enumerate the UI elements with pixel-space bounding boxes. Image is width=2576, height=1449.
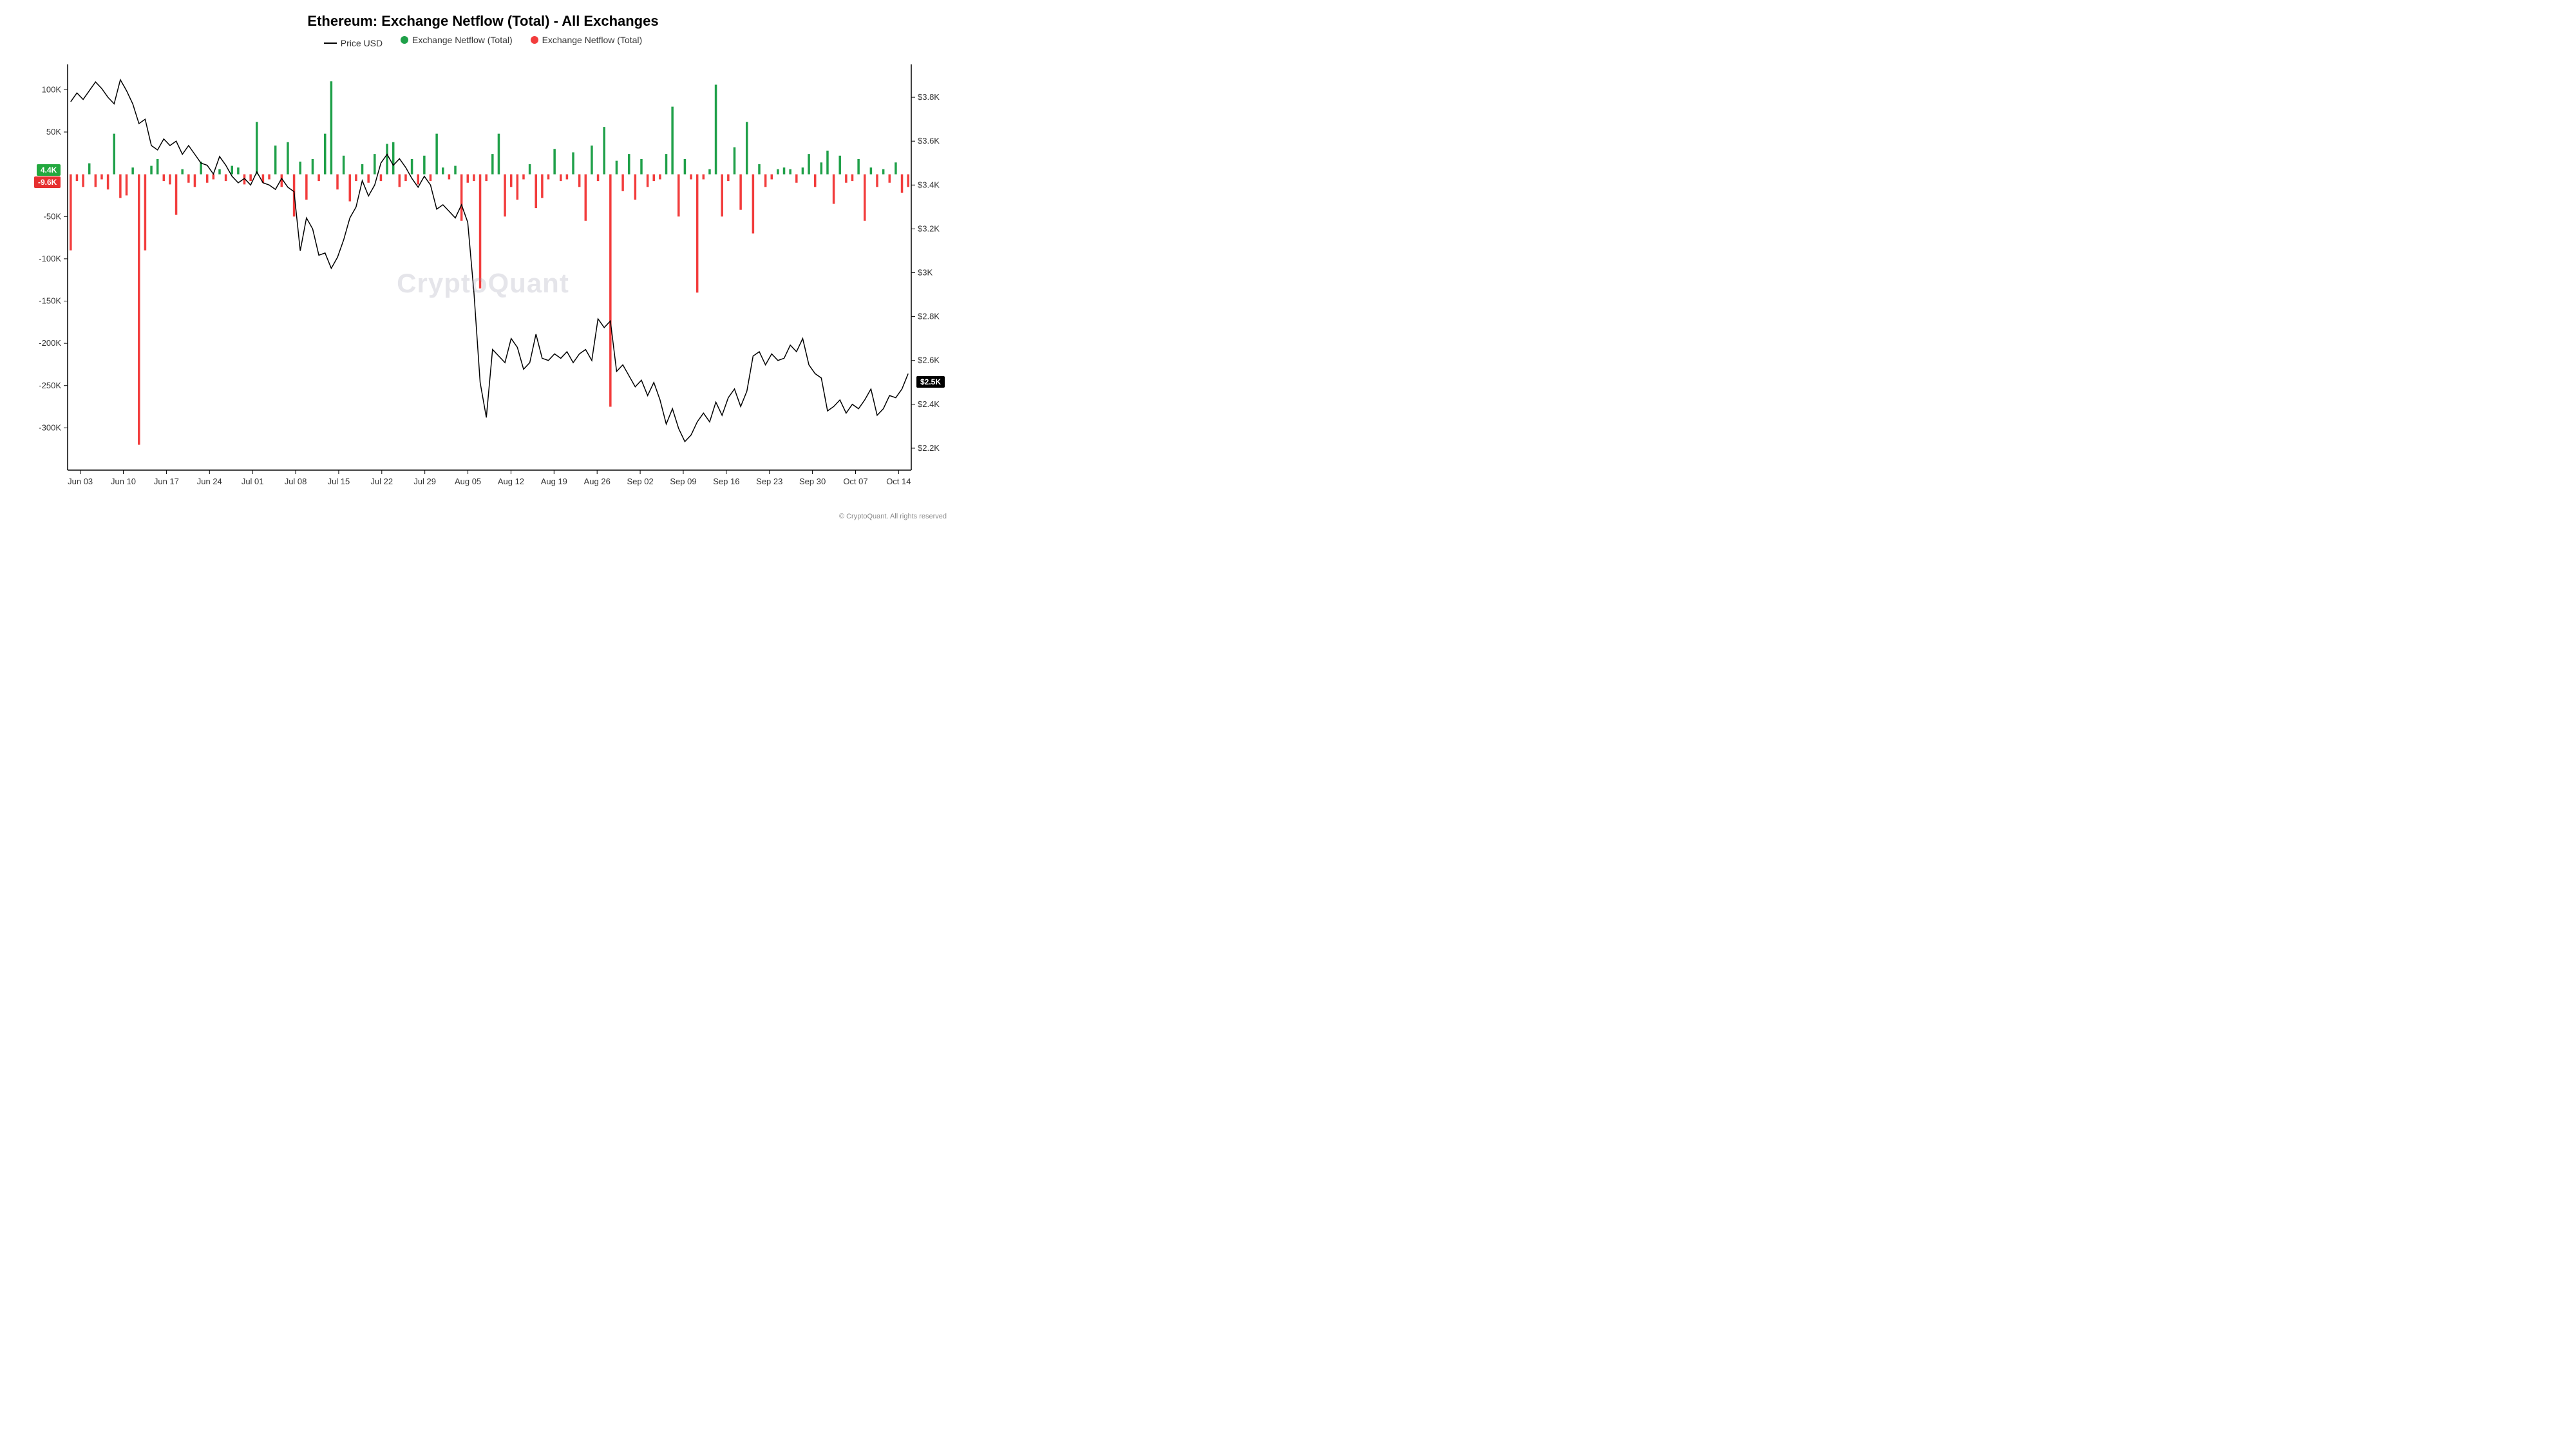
plot-area: -300K -250K -200K -150K -100K -50K 50K 100K $2.2… [6, 58, 960, 509]
chart-legend: Price USD Exchange Netflow (Total) Excha… [6, 35, 960, 48]
legend-price: Price USD [324, 38, 383, 48]
badge-positive: 4.4K [37, 164, 61, 176]
svg-text:50K: 50K [46, 127, 61, 137]
svg-text:Jul 08: Jul 08 [285, 477, 307, 486]
svg-text:Oct 07: Oct 07 [843, 477, 867, 486]
svg-text:Sep 30: Sep 30 [799, 477, 826, 486]
svg-text:Jun 03: Jun 03 [68, 477, 93, 486]
svg-text:Aug 12: Aug 12 [498, 477, 524, 486]
svg-text:Sep 02: Sep 02 [627, 477, 653, 486]
svg-text:$2.8K: $2.8K [918, 312, 940, 321]
svg-text:$3.6K: $3.6K [918, 136, 940, 146]
badge-negative: -9.6K [34, 176, 61, 188]
svg-text:-250K: -250K [39, 381, 61, 390]
copyright: © CryptoQuant. All rights reserved [6, 513, 960, 520]
svg-text:-300K: -300K [39, 422, 61, 432]
svg-text:Sep 16: Sep 16 [713, 477, 739, 486]
svg-text:$2.6K: $2.6K [918, 355, 940, 365]
legend-positive: Exchange Netflow (Total) [401, 35, 513, 45]
chart-title: Ethereum: Exchange Netflow (Total) - All… [6, 13, 960, 30]
svg-text:$2.2K: $2.2K [918, 443, 940, 453]
svg-text:$3.8K: $3.8K [918, 92, 940, 102]
svg-text:Jul 15: Jul 15 [328, 477, 350, 486]
svg-text:Jun 10: Jun 10 [111, 477, 136, 486]
svg-text:Jun 24: Jun 24 [197, 477, 222, 486]
legend-price-line [324, 43, 337, 44]
svg-text:-200K: -200K [39, 338, 61, 348]
svg-text:Jul 01: Jul 01 [242, 477, 264, 486]
svg-text:100K: 100K [42, 84, 62, 94]
svg-text:$3.4K: $3.4K [918, 180, 940, 189]
svg-text:Jul 29: Jul 29 [413, 477, 436, 486]
legend-positive-dot [401, 36, 408, 44]
legend-negative-dot [531, 36, 538, 44]
svg-text:$3.2K: $3.2K [918, 223, 940, 233]
svg-text:$3K: $3K [918, 268, 933, 278]
svg-text:-100K: -100K [39, 254, 61, 263]
svg-text:$2.4K: $2.4K [918, 399, 940, 409]
svg-text:-50K: -50K [44, 211, 62, 221]
svg-text:Aug 19: Aug 19 [541, 477, 567, 486]
svg-text:Sep 23: Sep 23 [756, 477, 782, 486]
svg-text:Oct 14: Oct 14 [886, 477, 911, 486]
svg-text:Aug 26: Aug 26 [584, 477, 611, 486]
badge-price: $2.5K [916, 376, 945, 388]
svg-text:Jun 17: Jun 17 [154, 477, 179, 486]
legend-negative: Exchange Netflow (Total) [531, 35, 643, 45]
legend-negative-label: Exchange Netflow (Total) [542, 35, 643, 45]
chart-container: Ethereum: Exchange Netflow (Total) - All… [0, 0, 966, 544]
chart-svg: -300K -250K -200K -150K -100K -50K 50K 100K $2.2… [6, 58, 972, 509]
svg-text:Aug 05: Aug 05 [455, 477, 481, 486]
svg-text:Jul 22: Jul 22 [370, 477, 393, 486]
legend-positive-label: Exchange Netflow (Total) [412, 35, 513, 45]
legend-price-label: Price USD [341, 38, 383, 48]
svg-text:Sep 09: Sep 09 [670, 477, 696, 486]
svg-text:-150K: -150K [39, 296, 61, 306]
